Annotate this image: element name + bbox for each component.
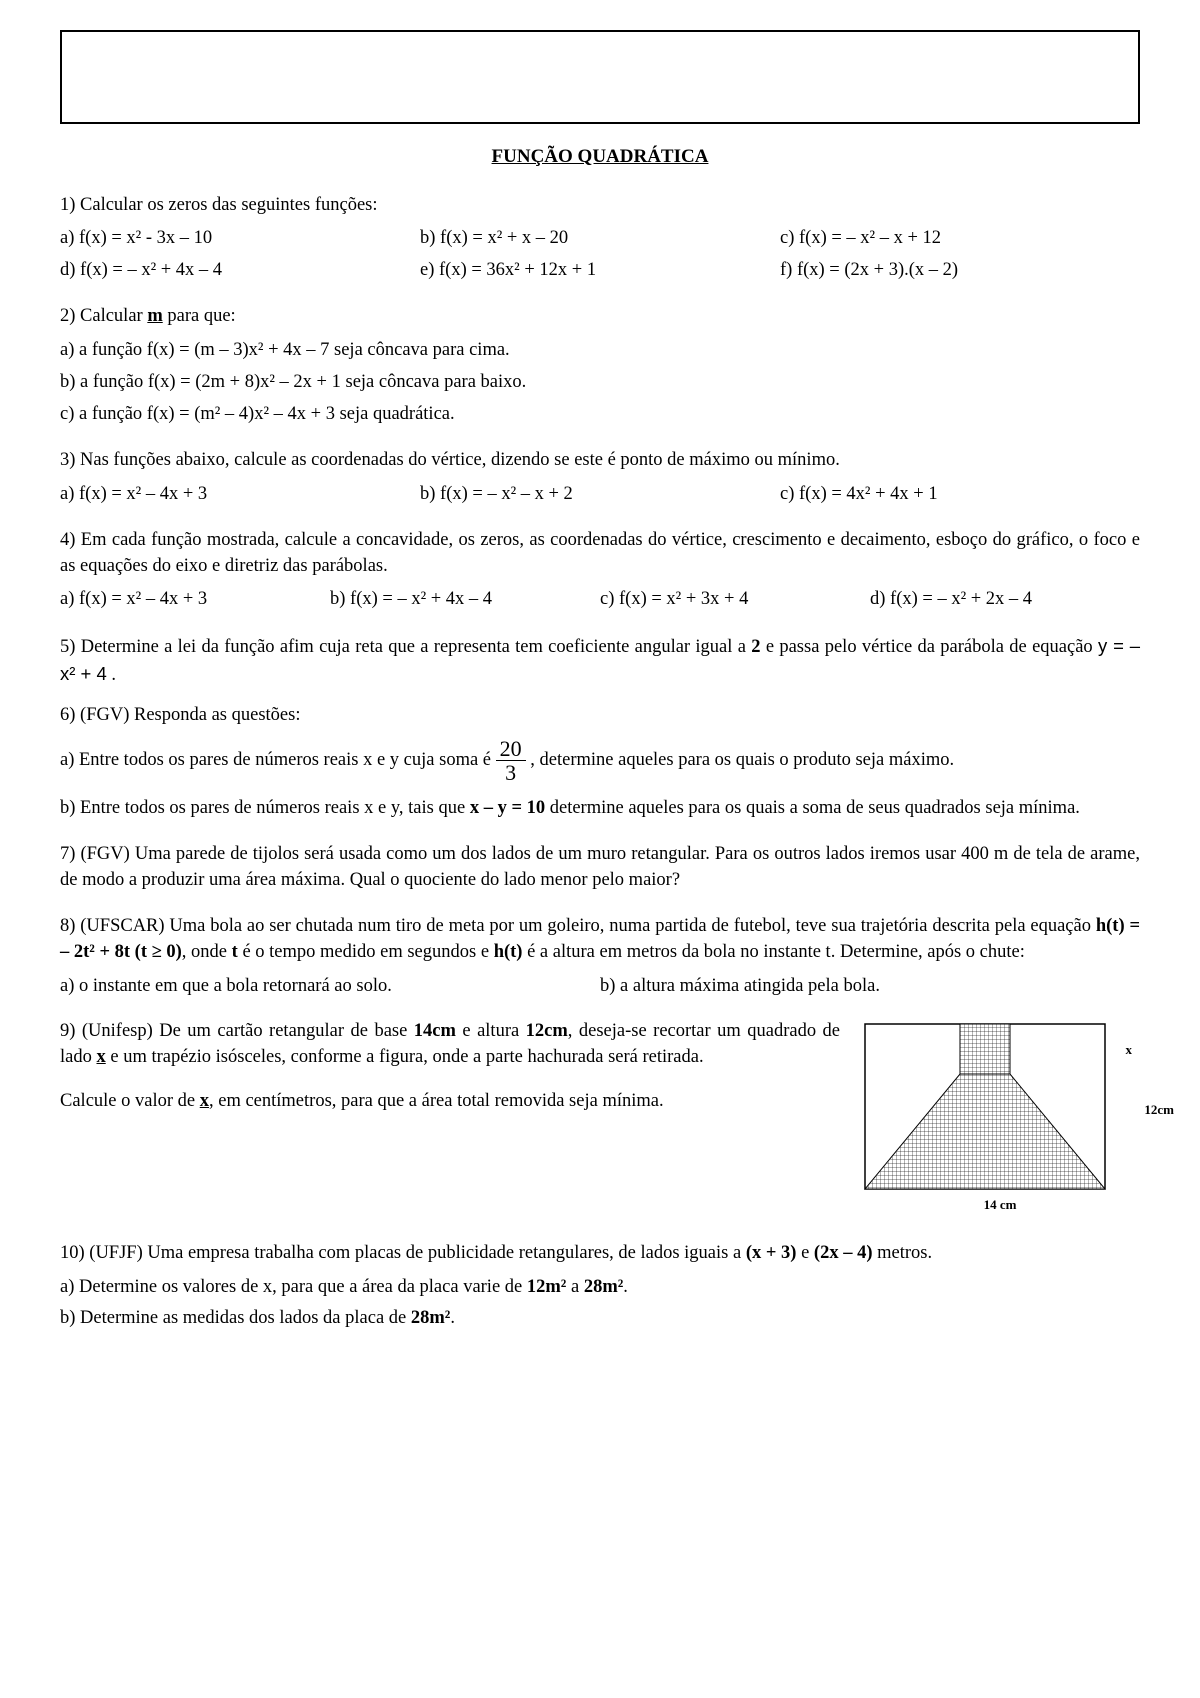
q9-figure: x 12cm 14 cm: [860, 1019, 1140, 1214]
q6a-den: 3: [496, 761, 526, 784]
q1-e: e) f(x) = 36x² + 12x + 1: [420, 258, 780, 284]
q10-a: a) Determine os valores de x, para que a…: [60, 1275, 1140, 1301]
q5-post: .: [107, 665, 116, 685]
q6a-pre: a) Entre todos os pares de números reais…: [60, 750, 496, 770]
q8-b: b) a altura máxima atingida pela bola.: [600, 974, 1140, 1000]
q6a-num: 20: [496, 737, 526, 761]
q8-ht: h(t): [494, 942, 523, 962]
q9-fig-w: 14 cm: [860, 1196, 1140, 1214]
q10-e2: (2x – 4): [814, 1243, 873, 1263]
q1-c: c) f(x) = – x² – x + 12: [780, 226, 1140, 252]
q10b-28: 28m²: [411, 1308, 450, 1328]
q9-fig-x: x: [1126, 1041, 1133, 1059]
q6-stem: 6) (FGV) Responda as questões:: [60, 703, 1140, 729]
q6b-post: determine aqueles para os quais a soma d…: [545, 798, 1080, 818]
q10-p1: 10) (UFJF) Uma empresa trabalha com plac…: [60, 1243, 746, 1263]
q2-stem: 2) Calcular m para que:: [60, 304, 1140, 330]
q5-pre: 5) Determine a lei da função afim cuja r…: [60, 637, 751, 657]
q8-p1: 8) (UFSCAR) Uma bola ao ser chutada num …: [60, 916, 1096, 936]
q6-b: b) Entre todos os pares de números reais…: [60, 796, 1140, 822]
q9-p2: e altura: [456, 1021, 526, 1041]
q9-14: 14cm: [414, 1021, 456, 1041]
q3-stem: 3) Nas funções abaixo, calcule as coorde…: [60, 448, 1140, 474]
q9: 9) (Unifesp) De um cartão retangular de …: [60, 1019, 1140, 1214]
q4-c: c) f(x) = x² + 3x + 4: [600, 587, 870, 613]
q10b-post: .: [450, 1308, 455, 1328]
q9-p5-post: , em centímetros, para que a área total …: [209, 1091, 664, 1111]
q10a-12: 12m²: [527, 1277, 566, 1297]
q3-c: c) f(x) = 4x² + 4x + 1: [780, 482, 1140, 508]
q2-c: c) a função f(x) = (m² – 4)x² – 4x + 3 s…: [60, 402, 1140, 428]
q10a-28: 28m²: [584, 1277, 623, 1297]
q6-a: a) Entre todos os pares de números reais…: [60, 737, 1140, 784]
q7: 7) (FGV) Uma parede de tijolos será usad…: [60, 842, 1140, 894]
q4-row: a) f(x) = x² – 4x + 3 b) f(x) = – x² + 4…: [60, 587, 1140, 613]
q8-p2: , onde: [182, 942, 232, 962]
q10a-mid: a: [566, 1277, 583, 1297]
q10-p3: metros.: [872, 1243, 932, 1263]
q2-b: b) a função f(x) = (2m + 8)x² – 2x + 1 s…: [60, 370, 1140, 396]
q10-p2: e: [796, 1243, 813, 1263]
q3-row: a) f(x) = x² – 4x + 3 b) f(x) = – x² – x…: [60, 482, 1140, 508]
q8-row: a) o instante em que a bola retornará ao…: [60, 974, 1140, 1000]
q1-d: d) f(x) = – x² + 4x – 4: [60, 258, 420, 284]
q9-p1: 9) (Unifesp) De um cartão retangular de …: [60, 1021, 414, 1041]
q10a-post: .: [623, 1277, 628, 1297]
q10-b: b) Determine as medidas dos lados da pla…: [60, 1306, 1140, 1332]
q1-row2: d) f(x) = – x² + 4x – 4 e) f(x) = 36x² +…: [60, 258, 1140, 284]
q8-p4: é a altura em metros da bola no instante…: [522, 942, 1024, 962]
q2-m: m: [147, 306, 162, 326]
q9-p5: Calcule o valor de x, em centímetros, pa…: [60, 1089, 840, 1115]
q6b-pre: b) Entre todos os pares de números reais…: [60, 798, 470, 818]
q3-a: a) f(x) = x² – 4x + 3: [60, 482, 420, 508]
header-box: [60, 30, 1140, 124]
q10a-pre: a) Determine os valores de x, para que a…: [60, 1277, 527, 1297]
q8-a: a) o instante em que a bola retornará ao…: [60, 974, 600, 1000]
q1-row1: a) f(x) = x² - 3x – 10 b) f(x) = x² + x …: [60, 226, 1140, 252]
q6b-bold: x – y = 10: [470, 798, 545, 818]
q4-b: b) f(x) = – x² + 4x – 4: [330, 587, 600, 613]
page: FUNÇÃO QUADRÁTICA 1) Calcular os zeros d…: [0, 0, 1200, 1698]
q9-text: 9) (Unifesp) De um cartão retangular de …: [60, 1019, 860, 1115]
q10b-pre: b) Determine as medidas dos lados da pla…: [60, 1308, 411, 1328]
q2-stem-post: para que:: [163, 306, 236, 326]
q1-stem: 1) Calcular os zeros das seguintes funçõ…: [60, 193, 1140, 219]
q10-e1: (x + 3): [746, 1243, 797, 1263]
q5-mid: e passa pelo vértice da parábola de equa…: [761, 637, 1099, 657]
q9-p5-pre: Calcule o valor de: [60, 1091, 200, 1111]
q9-p4: e um trapézio isósceles, conforme a figu…: [106, 1047, 704, 1067]
q1-a: a) f(x) = x² - 3x – 10: [60, 226, 420, 252]
q8-p3: é o tempo medido em segundos e: [238, 942, 494, 962]
q2-a: a) a função f(x) = (m – 3)x² + 4x – 7 se…: [60, 338, 1140, 364]
q8: 8) (UFSCAR) Uma bola ao ser chutada num …: [60, 914, 1140, 966]
q4-stem: 4) Em cada função mostrada, calcule a co…: [60, 528, 1140, 580]
q2-stem-pre: 2) Calcular: [60, 306, 147, 326]
q5-two: 2: [751, 637, 760, 657]
q6a-post: , determine aqueles para os quais o prod…: [526, 750, 954, 770]
q3-b: b) f(x) = – x² – x + 2: [420, 482, 780, 508]
q1-f: f) f(x) = (2x + 3).(x – 2): [780, 258, 1140, 284]
q4-a: a) f(x) = x² – 4x + 3: [60, 587, 330, 613]
q1-b: b) f(x) = x² + x – 20: [420, 226, 780, 252]
q9-fig-h: 12cm: [1144, 1101, 1174, 1119]
q4-d: d) f(x) = – x² + 2x – 4: [870, 587, 1140, 613]
q9-x: x: [96, 1047, 105, 1067]
q5: 5) Determine a lei da função afim cuja r…: [60, 633, 1140, 689]
q9-12: 12cm: [526, 1021, 568, 1041]
fraction-icon: 203: [496, 737, 526, 784]
trapezoid-icon: [860, 1019, 1110, 1194]
doc-title: FUNÇÃO QUADRÁTICA: [60, 144, 1140, 171]
q9-p: 9) (Unifesp) De um cartão retangular de …: [60, 1019, 840, 1071]
q9-x2: x: [200, 1091, 209, 1111]
q10: 10) (UFJF) Uma empresa trabalha com plac…: [60, 1241, 1140, 1267]
